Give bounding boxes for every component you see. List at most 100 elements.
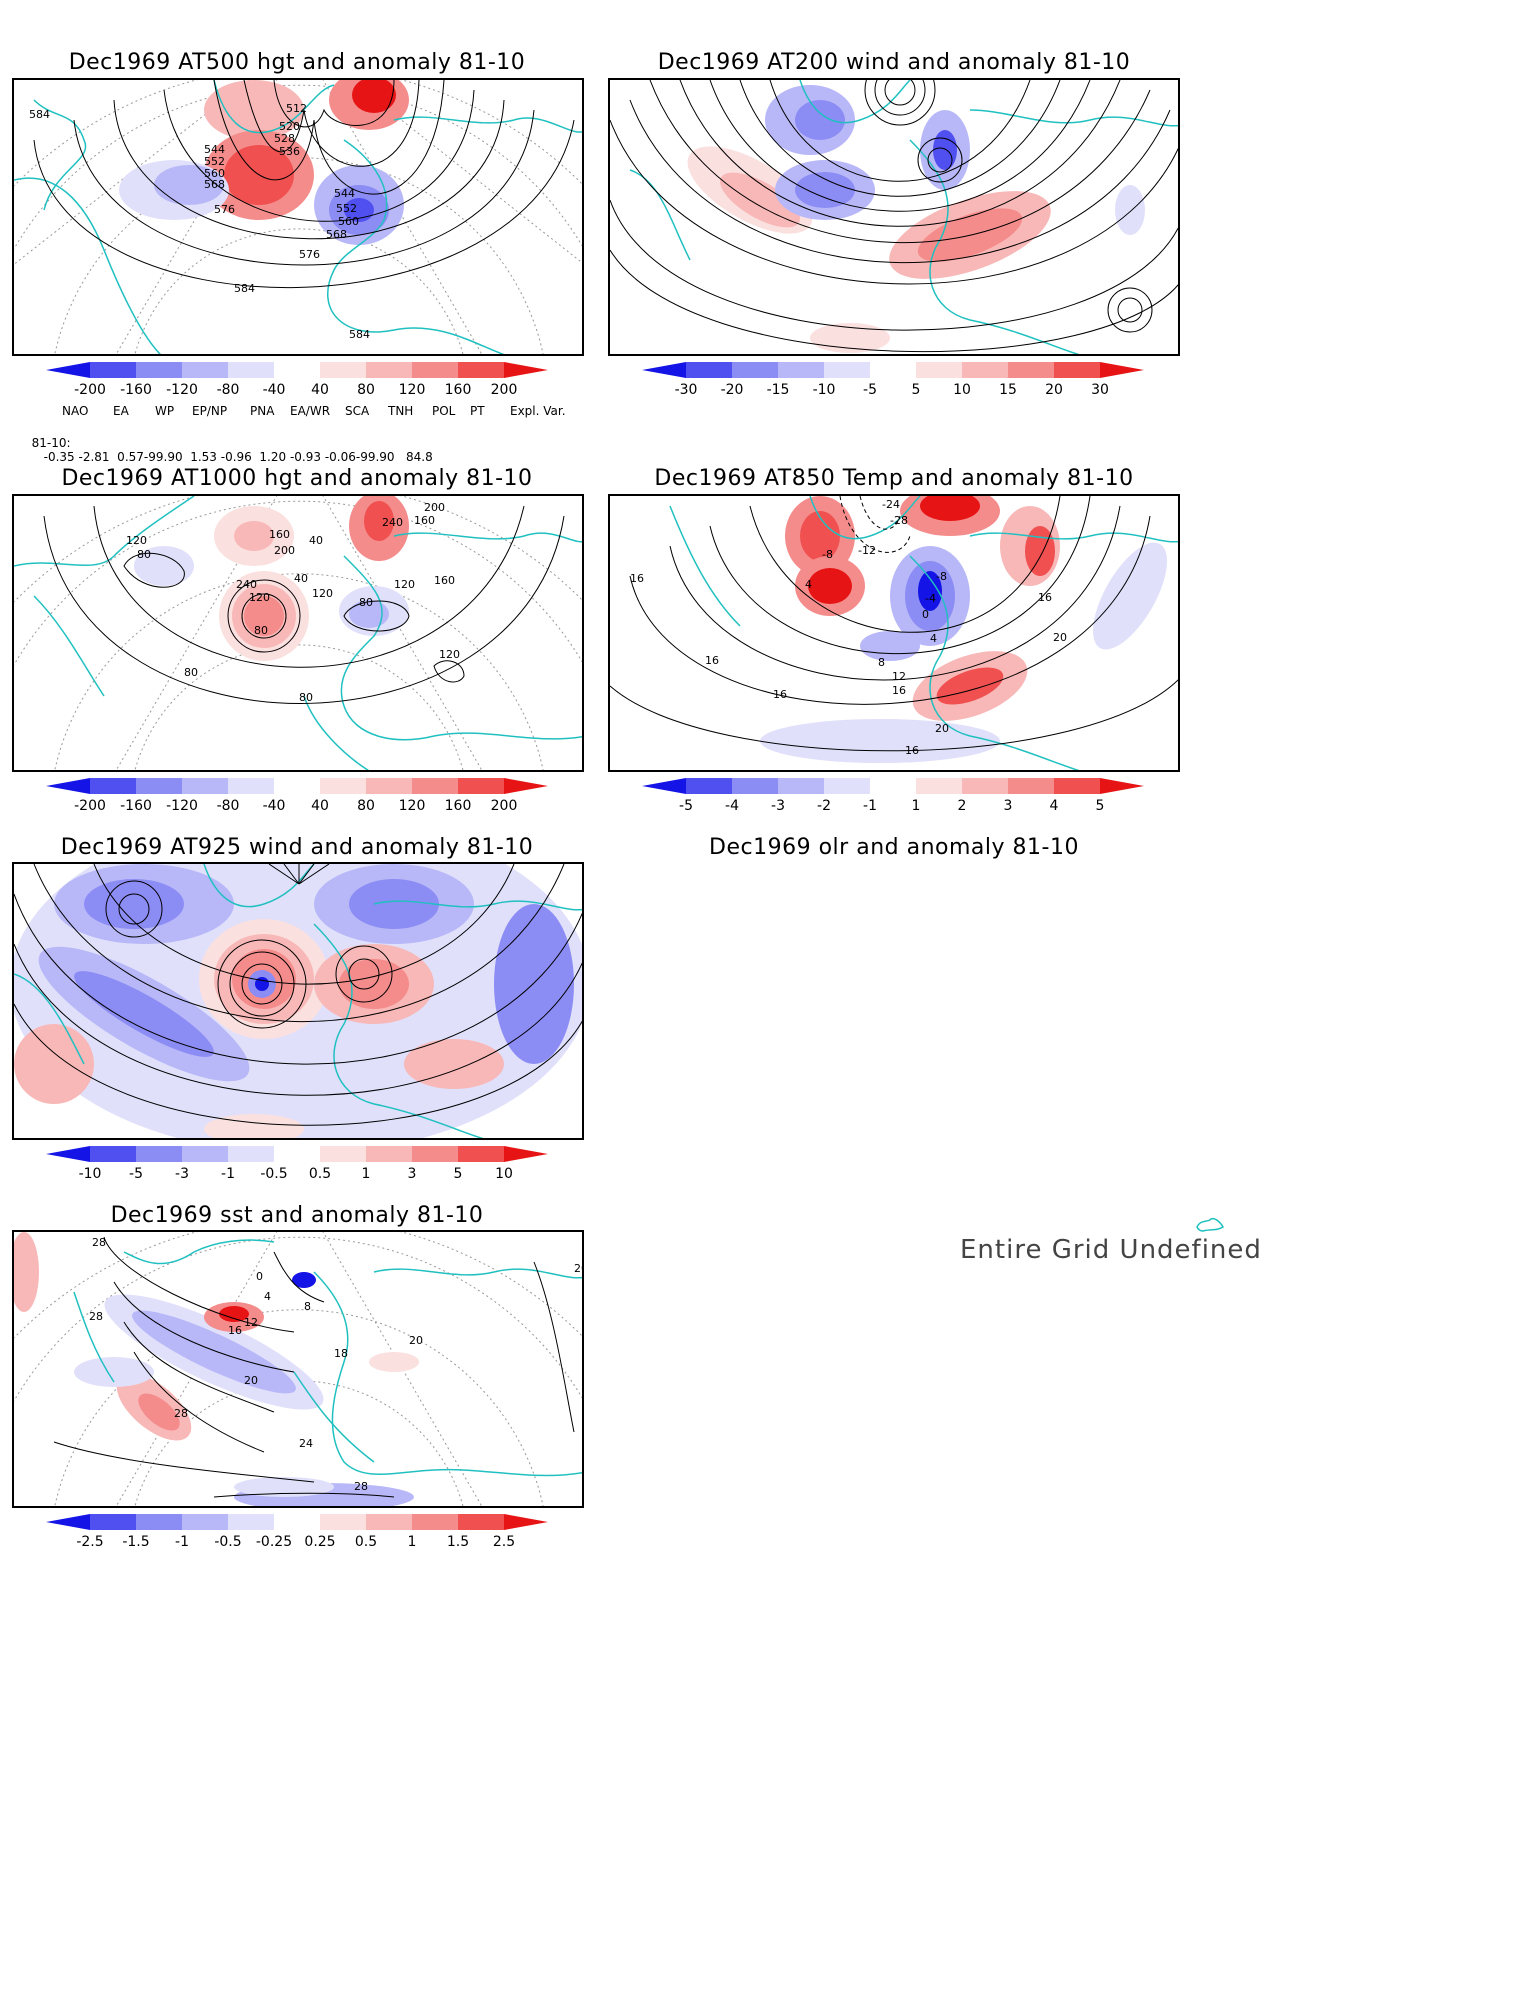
colorbar-tick: -0.25: [255, 1534, 293, 1550]
colorbar-tick: 5: [453, 1166, 463, 1182]
contour-label: 16: [705, 654, 719, 667]
colorbar-sst: -2.5 -1.5 -1 -0.5 -0.25 0.25 0.5 1 1.5 2…: [46, 1514, 556, 1554]
coastlines: [669, 496, 1178, 770]
sst-contours: [53, 1236, 575, 1498]
contour-labels: -24 -28 -12 -8 4 -8 -4 0 4 8 12 16 16 20…: [630, 498, 1067, 757]
map-sst: 28 0 4 8 12 16 20 28 20 24 28 28 18 20: [14, 1232, 582, 1506]
contour-label: 16: [905, 744, 919, 757]
map-panel-sst: 28 0 4 8 12 16 20 28 20 24 28 28 18 20: [12, 1230, 584, 1508]
contour-label: 28: [89, 1310, 103, 1323]
colorbar-tick: -5: [129, 1166, 143, 1182]
map-panel-at1000: 120 80 160 40 200 240 160 200 240 120 80…: [12, 494, 584, 772]
colorbar-tick: 0.5: [308, 1166, 332, 1182]
olr-map-fragment: [1196, 1217, 1224, 1232]
height-contours: [43, 505, 565, 704]
panel-title-at850: Dec1969 AT850 Temp and anomaly 81-10: [654, 466, 1134, 491]
contour-label: 16: [630, 572, 644, 585]
colorbar-at1000: -200 -160 -120 -80 -40 40 80 120 160 200: [46, 778, 556, 818]
colorbar-tick: -1: [863, 798, 877, 814]
contour-label: 544: [204, 143, 225, 156]
colorbar-tick: 3: [1003, 798, 1013, 814]
contour-label: 240: [236, 578, 257, 591]
colorbar-at500: -200 -160 -120 -80 -40 40 80 120 160 200: [46, 362, 556, 402]
contour-label: 4: [930, 632, 937, 645]
colorbar-tick: -200: [74, 798, 106, 814]
colorbar-tick: 1.5: [446, 1534, 470, 1550]
anomaly-shading: [119, 80, 409, 245]
colorbar-tick: 40: [311, 382, 329, 398]
map-panel-at925: [12, 862, 584, 1140]
colorbar-tick: -3: [175, 1166, 189, 1182]
anomaly-shading: [14, 1232, 419, 1506]
colorbar-tick: -200: [74, 382, 106, 398]
contour-label: 16: [228, 1324, 242, 1337]
colorbar-tick: 0.25: [304, 1534, 336, 1550]
map-at500: 584 512 520 528 536 544 552 560 568 576 …: [14, 80, 582, 354]
contour-label: 24: [299, 1437, 313, 1450]
colorbar-tick: -10: [78, 1166, 102, 1182]
colorbar-tick: 120: [398, 382, 426, 398]
colorbar-tick: -3: [771, 798, 785, 814]
colorbar-tick: -2: [817, 798, 831, 814]
colorbar-tick: -10: [812, 382, 836, 398]
contour-label: 584: [349, 328, 370, 341]
contour-label: -12: [858, 544, 876, 557]
coastlines: [14, 80, 582, 354]
contour-label: -8: [822, 548, 833, 561]
contour-label: 200: [424, 501, 445, 514]
colorbar-tick: -20: [720, 382, 744, 398]
panel-title-at500: Dec1969 AT500 hgt and anomaly 81-10: [68, 50, 526, 75]
contour-label: 160: [414, 514, 435, 527]
contour-label: 512: [286, 102, 307, 115]
coastlines: [73, 1239, 582, 1477]
colorbar-tick: -15: [766, 382, 790, 398]
colorbar-tick: -80: [216, 798, 240, 814]
contour-labels: 28 0 4 8 12 16 20 28 20 24 28 28 18 20: [89, 1236, 582, 1493]
colorbar-tick: 160: [444, 382, 472, 398]
contour-label: 568: [204, 178, 225, 191]
contour-labels: 584 512 520 528 536 544 552 560 568 576 …: [29, 102, 370, 341]
contour-label: 12: [892, 670, 906, 683]
contour-label: 160: [269, 528, 290, 541]
colorbar-tick: -120: [166, 382, 198, 398]
colorbar-tick: 2.5: [492, 1534, 516, 1550]
contour-label: 20: [1053, 631, 1067, 644]
streamlines: [610, 80, 1178, 353]
colorbar-tick: -1: [175, 1534, 189, 1550]
contour-label: 120: [126, 534, 147, 547]
temperature-contours: [610, 496, 1178, 752]
anomaly-shading: [134, 496, 409, 661]
contour-label: 560: [338, 215, 359, 228]
contour-label: 16: [892, 684, 906, 697]
coastlines: [14, 864, 582, 1138]
contour-label: 584: [29, 108, 50, 121]
panel-title-at200: Dec1969 AT200 wind and anomaly 81-10: [657, 50, 1131, 75]
index-name: EP/NP: [192, 404, 228, 418]
index-name: EA: [113, 404, 129, 418]
contour-label: 544: [334, 187, 355, 200]
panel-title-at925: Dec1969 AT925 wind and anomaly 81-10: [60, 835, 534, 860]
contour-label: 120: [394, 578, 415, 591]
map-panel-at500: 584 512 520 528 536 544 552 560 568 576 …: [12, 78, 584, 356]
index-row-label: 81-10:: [31, 436, 71, 450]
colorbar-tick: 10: [495, 1166, 513, 1182]
colorbar-tick: -40: [262, 798, 286, 814]
colorbar-tick: -160: [120, 382, 152, 398]
colorbar-tick: -1: [221, 1166, 235, 1182]
panel-title-at1000: Dec1969 AT1000 hgt and anomaly 81-10: [61, 466, 533, 491]
map-panel-at200: [608, 78, 1180, 356]
contour-label: 80: [299, 691, 313, 704]
contour-label: -24: [882, 498, 900, 511]
colorbar-tick: -0.5: [214, 1534, 242, 1550]
colorbar-tick: -5: [679, 798, 693, 814]
contour-label: 40: [309, 534, 323, 547]
height-contours: [33, 80, 575, 289]
index-name: NAO: [62, 404, 89, 418]
coastlines: [629, 80, 1178, 354]
colorbar-tick: 1: [361, 1166, 371, 1182]
contour-label: 0: [922, 608, 929, 621]
anomaly-shading: [687, 85, 1145, 353]
contour-label: 240: [382, 516, 403, 529]
colorbar-at925: -10 -5 -3 -1 -0.5 0.5 1 3 5 10: [46, 1146, 556, 1186]
contour-labels: 120 80 160 40 200 240 160 200 240 120 80…: [126, 501, 460, 704]
